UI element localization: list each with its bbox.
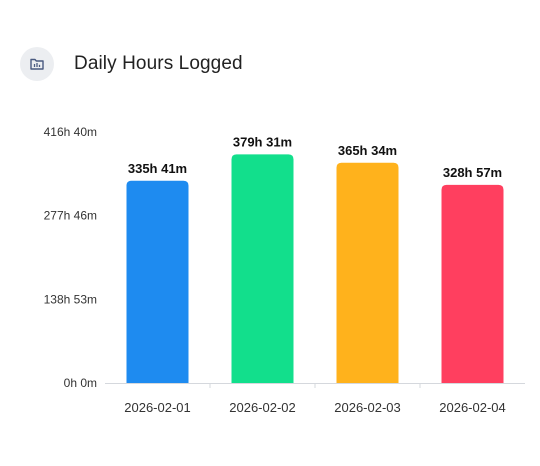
bar bbox=[441, 184, 504, 383]
data-label: 365h 34m bbox=[338, 143, 397, 158]
y-tick-label: 277h 46m bbox=[44, 209, 97, 223]
x-tick-label: 2026-02-04 bbox=[439, 400, 506, 415]
y-tick-label: 416h 40m bbox=[44, 125, 97, 139]
bar bbox=[126, 180, 189, 383]
x-tick-label: 2026-02-01 bbox=[124, 400, 191, 415]
chart-header: Daily Hours Logged bbox=[20, 44, 243, 84]
bar bbox=[336, 162, 399, 383]
x-tick-label: 2026-02-02 bbox=[229, 400, 296, 415]
data-label: 379h 31m bbox=[233, 134, 292, 149]
x-tick-label: 2026-02-03 bbox=[334, 400, 401, 415]
data-label: 328h 57m bbox=[443, 165, 502, 180]
bar bbox=[231, 154, 294, 383]
y-tick-label: 0h 0m bbox=[64, 376, 97, 390]
chart-folder-icon bbox=[20, 47, 54, 81]
data-label: 335h 41m bbox=[128, 161, 187, 176]
chart-title: Daily Hours Logged bbox=[74, 53, 243, 74]
y-tick-label: 138h 53m bbox=[44, 292, 97, 306]
